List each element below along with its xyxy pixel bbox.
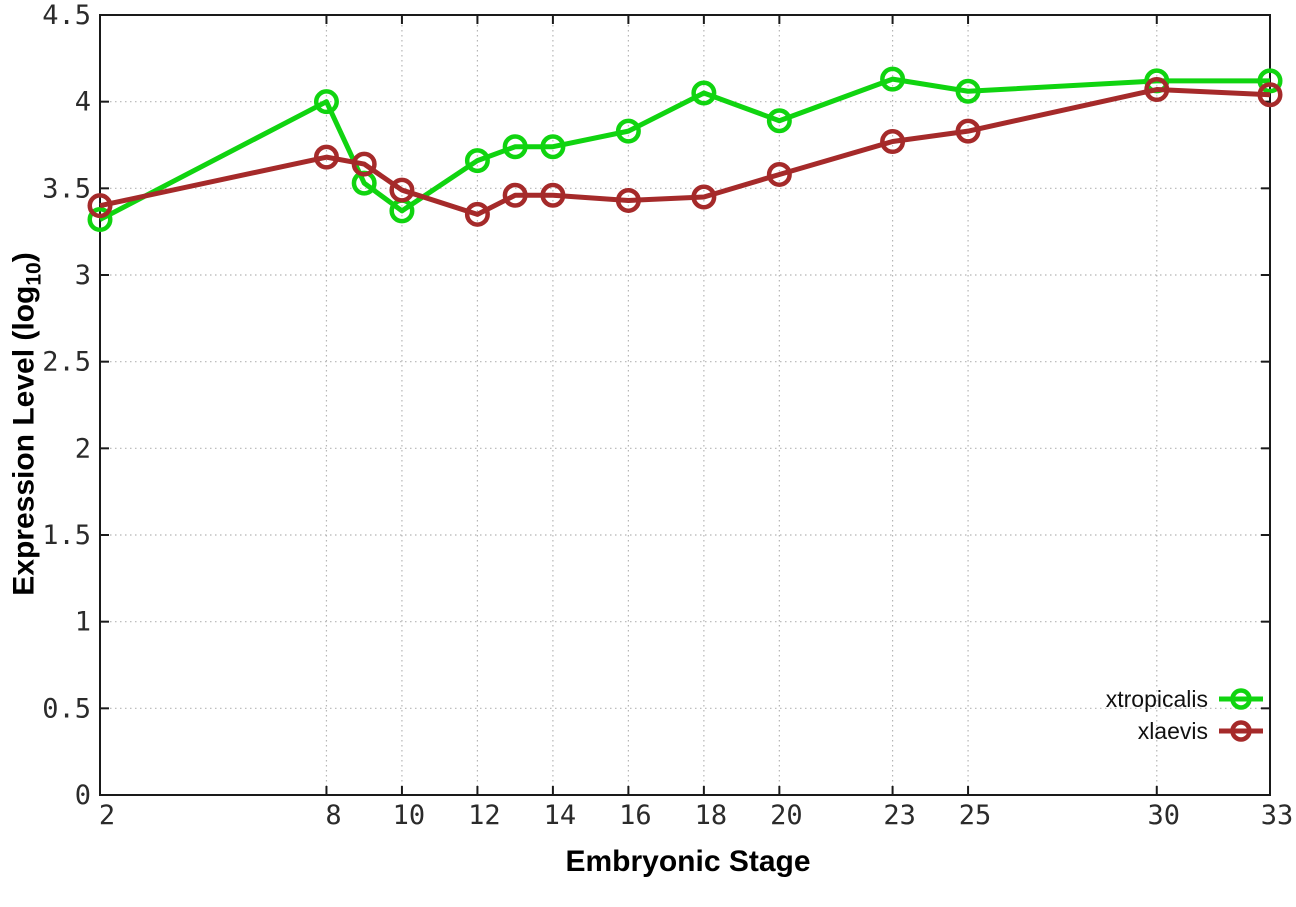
- x-tick-label: 16: [619, 800, 652, 831]
- x-tick-label: 8: [325, 800, 341, 831]
- series-xlaevis-line: [99, 87, 1271, 217]
- series-xtropicalis-line: [98, 76, 1270, 222]
- y-tick-label: 1: [75, 607, 91, 638]
- series-xtropicalis-marker: [87, 207, 113, 233]
- line-circle-marker-icon: [1219, 720, 1263, 742]
- series-xlaevis-marker: [540, 182, 566, 208]
- series-xlaevis-marker: [1144, 77, 1170, 103]
- x-tick-label: 25: [959, 800, 992, 831]
- x-tick-label: 10: [393, 800, 426, 831]
- series-xtropicalis-marker: [691, 80, 717, 106]
- plot-border: [99, 14, 1271, 796]
- x-tick-label: 30: [1148, 800, 1181, 831]
- legend-entry-xlaevis: xlaevis: [1138, 717, 1264, 745]
- legend: xtropicalis xlaevis: [1106, 685, 1264, 745]
- x-tick-labels: 2 8 10 12 14 16 18 20 23 25 30 33: [99, 800, 1293, 831]
- y-tick-label: 4: [75, 87, 91, 118]
- y-axis-label-close: ): [7, 252, 41, 263]
- x-tick-label: 33: [1261, 800, 1294, 831]
- y-tick-labels: 0 0.5 1 1.5 2 2.5 3 3.5 4 4.5: [42, 0, 91, 811]
- x-tick-label: 14: [544, 800, 577, 831]
- series-xtropicalis-marker: [1257, 68, 1283, 94]
- y-tick-label: 3: [75, 260, 91, 291]
- x-tick-label: 18: [695, 800, 728, 831]
- y-axis-label: Expression Level (log10): [8, 252, 47, 595]
- x-axis-label: Embryonic Stage: [565, 845, 811, 878]
- x-tick-label: 20: [770, 800, 803, 831]
- legend-label-xtropicalis: xtropicalis: [1105, 685, 1208, 712]
- series-xlaevis-marker: [351, 151, 377, 177]
- x-tick-label: 12: [468, 800, 501, 831]
- series-xlaevis-marker: [1257, 82, 1283, 108]
- series-xtropicalis-marker: [880, 66, 906, 92]
- x-tick-label: 23: [883, 800, 916, 831]
- y-tick-label: 4.5: [42, 0, 91, 31]
- series-xtropicalis: [87, 66, 1283, 233]
- y-tick-label: 2: [75, 433, 91, 464]
- series-xlaevis: [87, 77, 1283, 227]
- series-xtropicalis-marker: [502, 134, 528, 160]
- line-circle-marker-icon: [1219, 688, 1263, 710]
- series-xlaevis-marker: [880, 129, 906, 155]
- legend-entry-xtropicalis: xtropicalis: [1106, 685, 1264, 713]
- series-xlaevis-marker: [464, 201, 490, 227]
- y-tick-label: 1.5: [42, 520, 91, 551]
- y-tick-label: 2.5: [42, 347, 91, 378]
- x-tick-label: 2: [99, 800, 115, 831]
- series-xlaevis-marker: [766, 161, 792, 187]
- series-xlaevis-marker: [502, 182, 528, 208]
- series-xtropicalis-marker: [540, 134, 566, 160]
- gridlines: [99, 14, 1271, 796]
- series-xtropicalis-marker: [313, 89, 339, 115]
- y-axis-label-text: Expression Level (log: [7, 285, 41, 596]
- series-xlaevis-marker: [691, 184, 717, 210]
- series-xlaevis-marker: [87, 193, 113, 219]
- legend-label-xlaevis: xlaevis: [1137, 717, 1208, 744]
- y-tick-label: 0.5: [42, 693, 91, 724]
- series-xlaevis-marker: [955, 118, 981, 144]
- series-xlaevis-marker: [313, 144, 339, 170]
- series-xlaevis-marker: [389, 177, 415, 203]
- series-xlaevis-marker: [615, 187, 641, 213]
- y-axis-label-subscript: 10: [22, 262, 46, 286]
- series-xtropicalis-marker: [615, 118, 641, 144]
- tick-marks: [99, 14, 1271, 796]
- y-tick-label: 3.5: [42, 173, 91, 204]
- series-xtropicalis-marker: [766, 108, 792, 134]
- series-xtropicalis-marker: [955, 78, 981, 104]
- y-tick-label: 0: [75, 780, 91, 811]
- series-xtropicalis-marker: [464, 148, 490, 174]
